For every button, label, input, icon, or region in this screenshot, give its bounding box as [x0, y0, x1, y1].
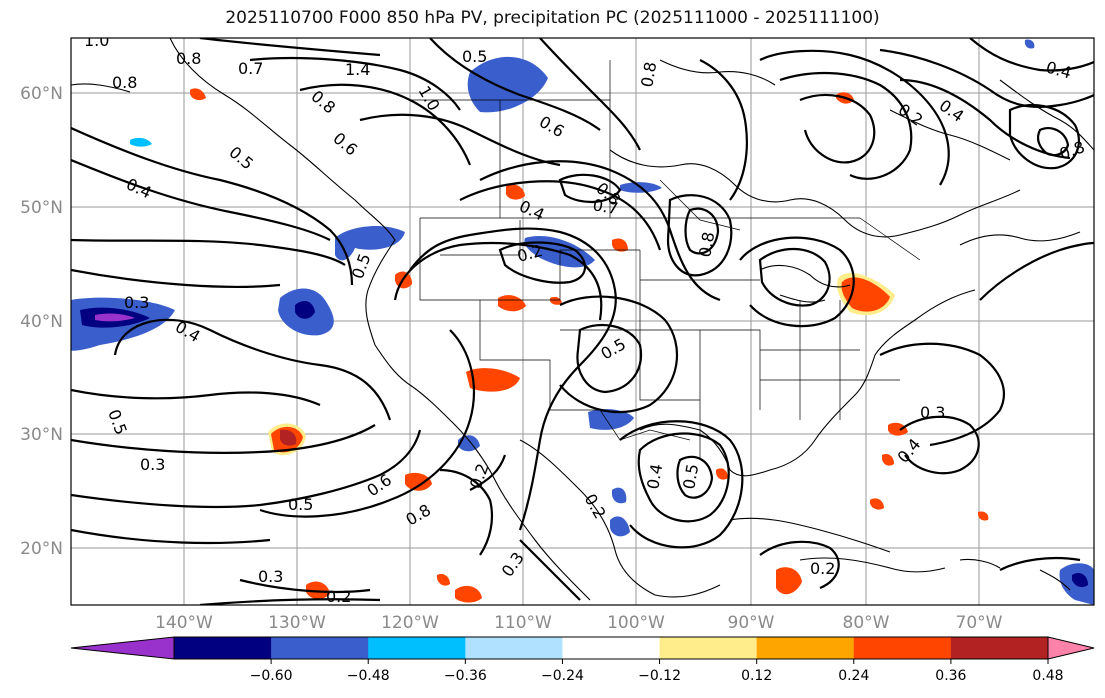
contour-label: 0.7	[591, 195, 619, 218]
colorbar-tick-label: 0.12	[741, 668, 772, 684]
colorbar-tick-label: −0.24	[541, 668, 584, 684]
contour-label: 0.2	[326, 587, 351, 606]
contour-label: 0.8	[112, 73, 137, 92]
colorbar-segment	[756, 637, 855, 659]
contour-label: 0.5	[288, 495, 313, 514]
lon-label-100w: 100°W	[607, 613, 665, 633]
contour-label: 1.4	[345, 60, 370, 79]
pv-contours	[71, 38, 1094, 605]
map-title: 2025110700 F000 850 hPa PV, precipitatio…	[225, 8, 880, 28]
lat-label-20n: 20°N	[20, 539, 63, 559]
colorbar-tick-label: −0.48	[347, 668, 390, 684]
colorbar-extend-min	[70, 636, 175, 660]
colorbar-segment	[562, 637, 661, 659]
lon-label-110w: 110°W	[494, 613, 552, 633]
colorbar-segment	[174, 637, 272, 659]
colorbar-tick-label: −0.36	[444, 668, 487, 684]
contour-label: 0.8	[637, 60, 660, 88]
latitude-labels: 60°N 50°N 40°N 30°N 20°N	[20, 84, 63, 559]
contour-label: 0.5	[462, 47, 487, 66]
contour-label: 0.8	[176, 49, 201, 68]
lon-label-140w: 140°W	[155, 613, 213, 633]
contour-label: 0.3	[140, 455, 165, 474]
contour-label: 0.7	[238, 59, 263, 78]
lon-label-90w: 90°W	[728, 613, 775, 633]
contour-label: 0.5	[679, 462, 702, 490]
colorbar-tick-label: 0.36	[935, 668, 966, 684]
colorbar-segment	[271, 637, 369, 659]
contour-label: 0.2	[810, 559, 835, 578]
lat-label-60n: 60°N	[20, 84, 63, 104]
colorbar-segment	[368, 637, 466, 659]
lat-label-30n: 30°N	[20, 425, 63, 445]
political-borders	[410, 60, 921, 460]
map-frame	[70, 37, 1095, 606]
contour-label: 1.0	[84, 31, 109, 50]
colorbar-segment	[950, 637, 1049, 659]
contour-label: 0.3	[258, 567, 283, 586]
lat-label-50n: 50°N	[20, 198, 63, 218]
lat-label-40n: 40°N	[20, 312, 63, 332]
colorbar-segment	[853, 637, 952, 659]
contour-label: 0.3	[920, 403, 945, 422]
lon-label-70w: 70°W	[956, 613, 1003, 633]
lon-label-120w: 120°W	[381, 613, 439, 633]
colorbar-tick-label: 0.48	[1032, 668, 1063, 684]
colorbar-segment	[659, 637, 758, 659]
longitude-labels: 140°W 130°W 120°W 110°W 100°W 90°W 80°W …	[155, 613, 1003, 633]
colorbar-extend-max	[1047, 636, 1095, 660]
contour-label: 0.3	[124, 293, 149, 312]
colorbar: −0.60 −0.48 −0.36 −0.24 −0.12 0.12 0.24 0.36 0.4…	[70, 636, 1095, 684]
colorbar-tick-label: 0.24	[838, 668, 869, 684]
lon-label-80w: 80°W	[843, 613, 890, 633]
colorbar-tick-label: −0.12	[638, 668, 681, 684]
colorbar-tick-label: −0.60	[250, 668, 293, 684]
contour-label: 0.8	[695, 230, 718, 258]
coastlines	[71, 38, 1094, 601]
colorbar-segment	[465, 637, 563, 659]
contour-label: 0.4	[643, 462, 666, 490]
lon-label-130w: 130°W	[268, 613, 326, 633]
